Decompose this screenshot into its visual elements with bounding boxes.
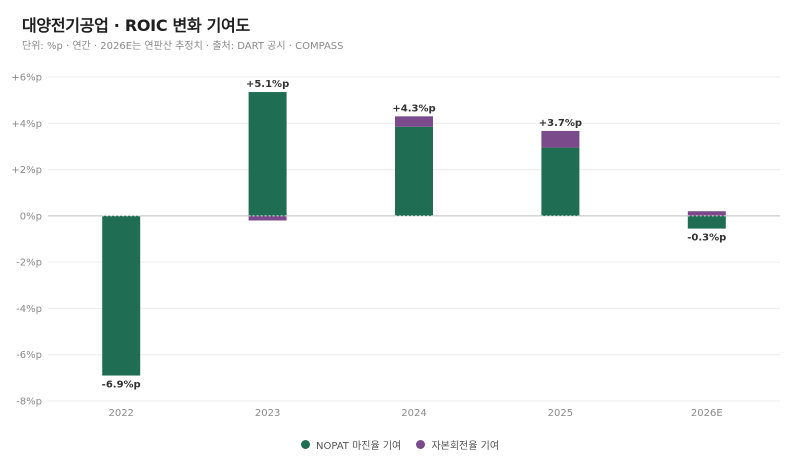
- bar-nopat-2025: [541, 147, 580, 216]
- x-tick-label: 2023: [255, 408, 280, 419]
- bar-nopat-2023: [248, 92, 287, 216]
- bar-turnover-2024: [395, 116, 433, 127]
- legend-item-nopat[interactable]: NOPAT 마진율 기여: [300, 437, 402, 452]
- data-label-2022: -6.9%p: [102, 380, 141, 391]
- y-tick-label: -8%p: [16, 397, 42, 408]
- y-tick-label: 0%p: [20, 211, 42, 222]
- legend-label-turnover: 자본회전율 기여: [431, 441, 500, 452]
- data-label-2024: +4.3%p: [392, 103, 435, 114]
- x-tick-label: 2024: [401, 408, 426, 419]
- y-tick-label: -2%p: [16, 258, 42, 269]
- bar-nopat-2026E: [687, 215, 726, 229]
- x-tick-label: 2025: [548, 408, 573, 419]
- x-tick-label: 2022: [108, 408, 133, 419]
- legend-swatch-turnover: [416, 440, 426, 449]
- data-label-2025: +3.7%p: [539, 118, 582, 129]
- legend: NOPAT 마진율 기여 자본회전율 기여: [0, 437, 800, 452]
- x-tick-label: 2026E: [691, 408, 723, 419]
- legend-swatch-nopat: [300, 440, 310, 449]
- y-tick-label: +4%p: [11, 119, 42, 130]
- bar-nopat-2022: [102, 215, 141, 376]
- data-label-2023: +5.1%p: [246, 79, 289, 90]
- y-tick-label: -6%p: [16, 350, 42, 361]
- y-tick-label: -4%p: [16, 304, 42, 315]
- y-tick-label: +6%p: [11, 73, 42, 84]
- legend-item-turnover[interactable]: 자본회전율 기여: [416, 437, 499, 452]
- legend-label-nopat: NOPAT 마진율 기여: [315, 441, 402, 452]
- bar-turnover-2026E: [687, 211, 726, 216]
- data-label-2026E: -0.3%p: [687, 233, 726, 244]
- chart-subtitle: 단위: %p · 연간 · 2026E는 연판산 추정치 · 출처: DART …: [22, 41, 344, 52]
- bar-nopat-2024: [395, 126, 433, 216]
- y-tick-label: +2%p: [11, 165, 42, 176]
- chart-title: 대양전기공업 · ROIC 변화 기여도: [22, 16, 250, 35]
- bar-turnover-2025: [541, 130, 580, 148]
- bar-turnover-2023: [248, 215, 287, 221]
